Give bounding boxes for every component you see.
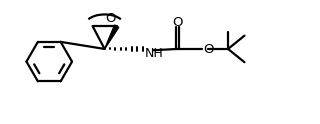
Text: O: O — [105, 12, 116, 25]
Polygon shape — [105, 25, 119, 49]
Text: NH: NH — [145, 46, 164, 60]
Text: O: O — [172, 16, 183, 29]
Text: O: O — [203, 43, 214, 56]
